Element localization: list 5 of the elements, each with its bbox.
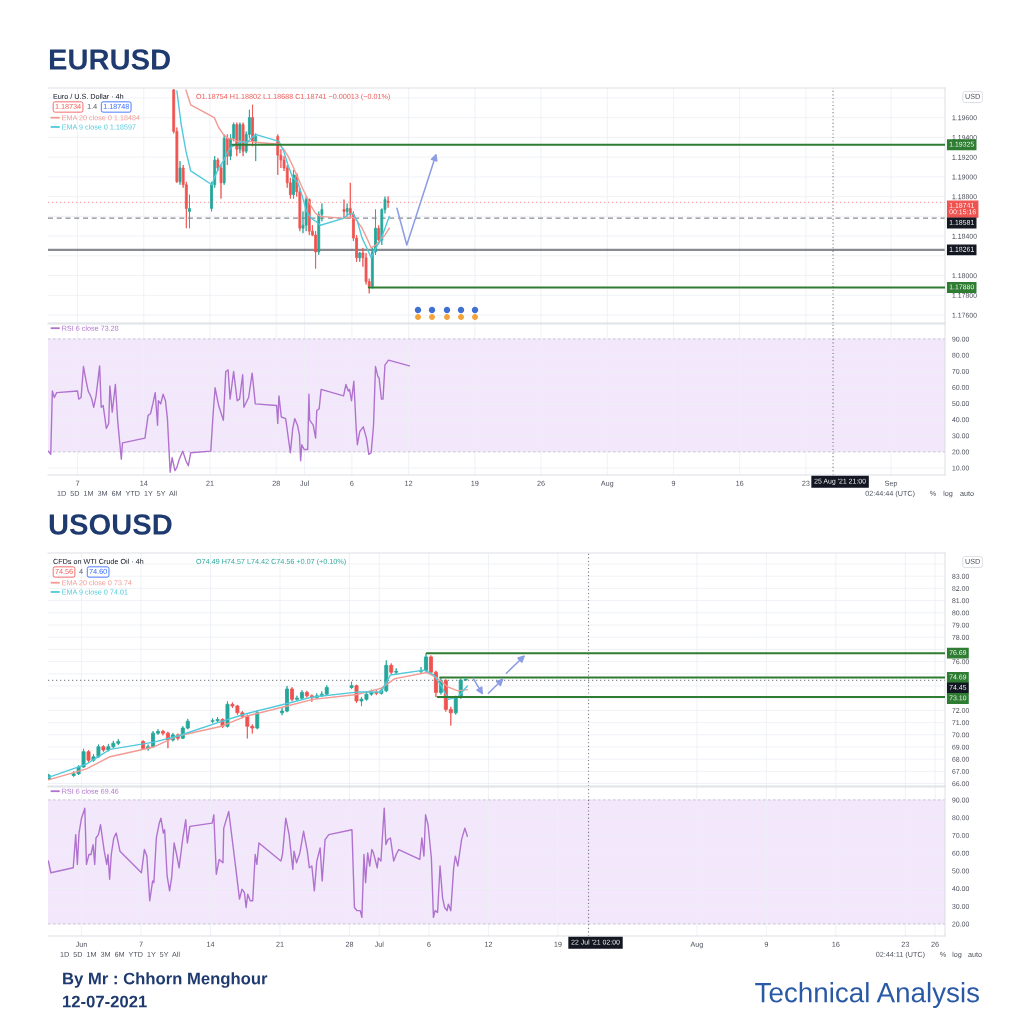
text: 12-07-2021 bbox=[63, 995, 147, 1008]
chart-title: EURUSD bbox=[49, 49, 170, 70]
text: Technical Analysis bbox=[755, 982, 980, 1008]
chart-title: USOUSD bbox=[49, 514, 172, 535]
text: By Mr : Chhorn Menghour bbox=[63, 972, 268, 988]
